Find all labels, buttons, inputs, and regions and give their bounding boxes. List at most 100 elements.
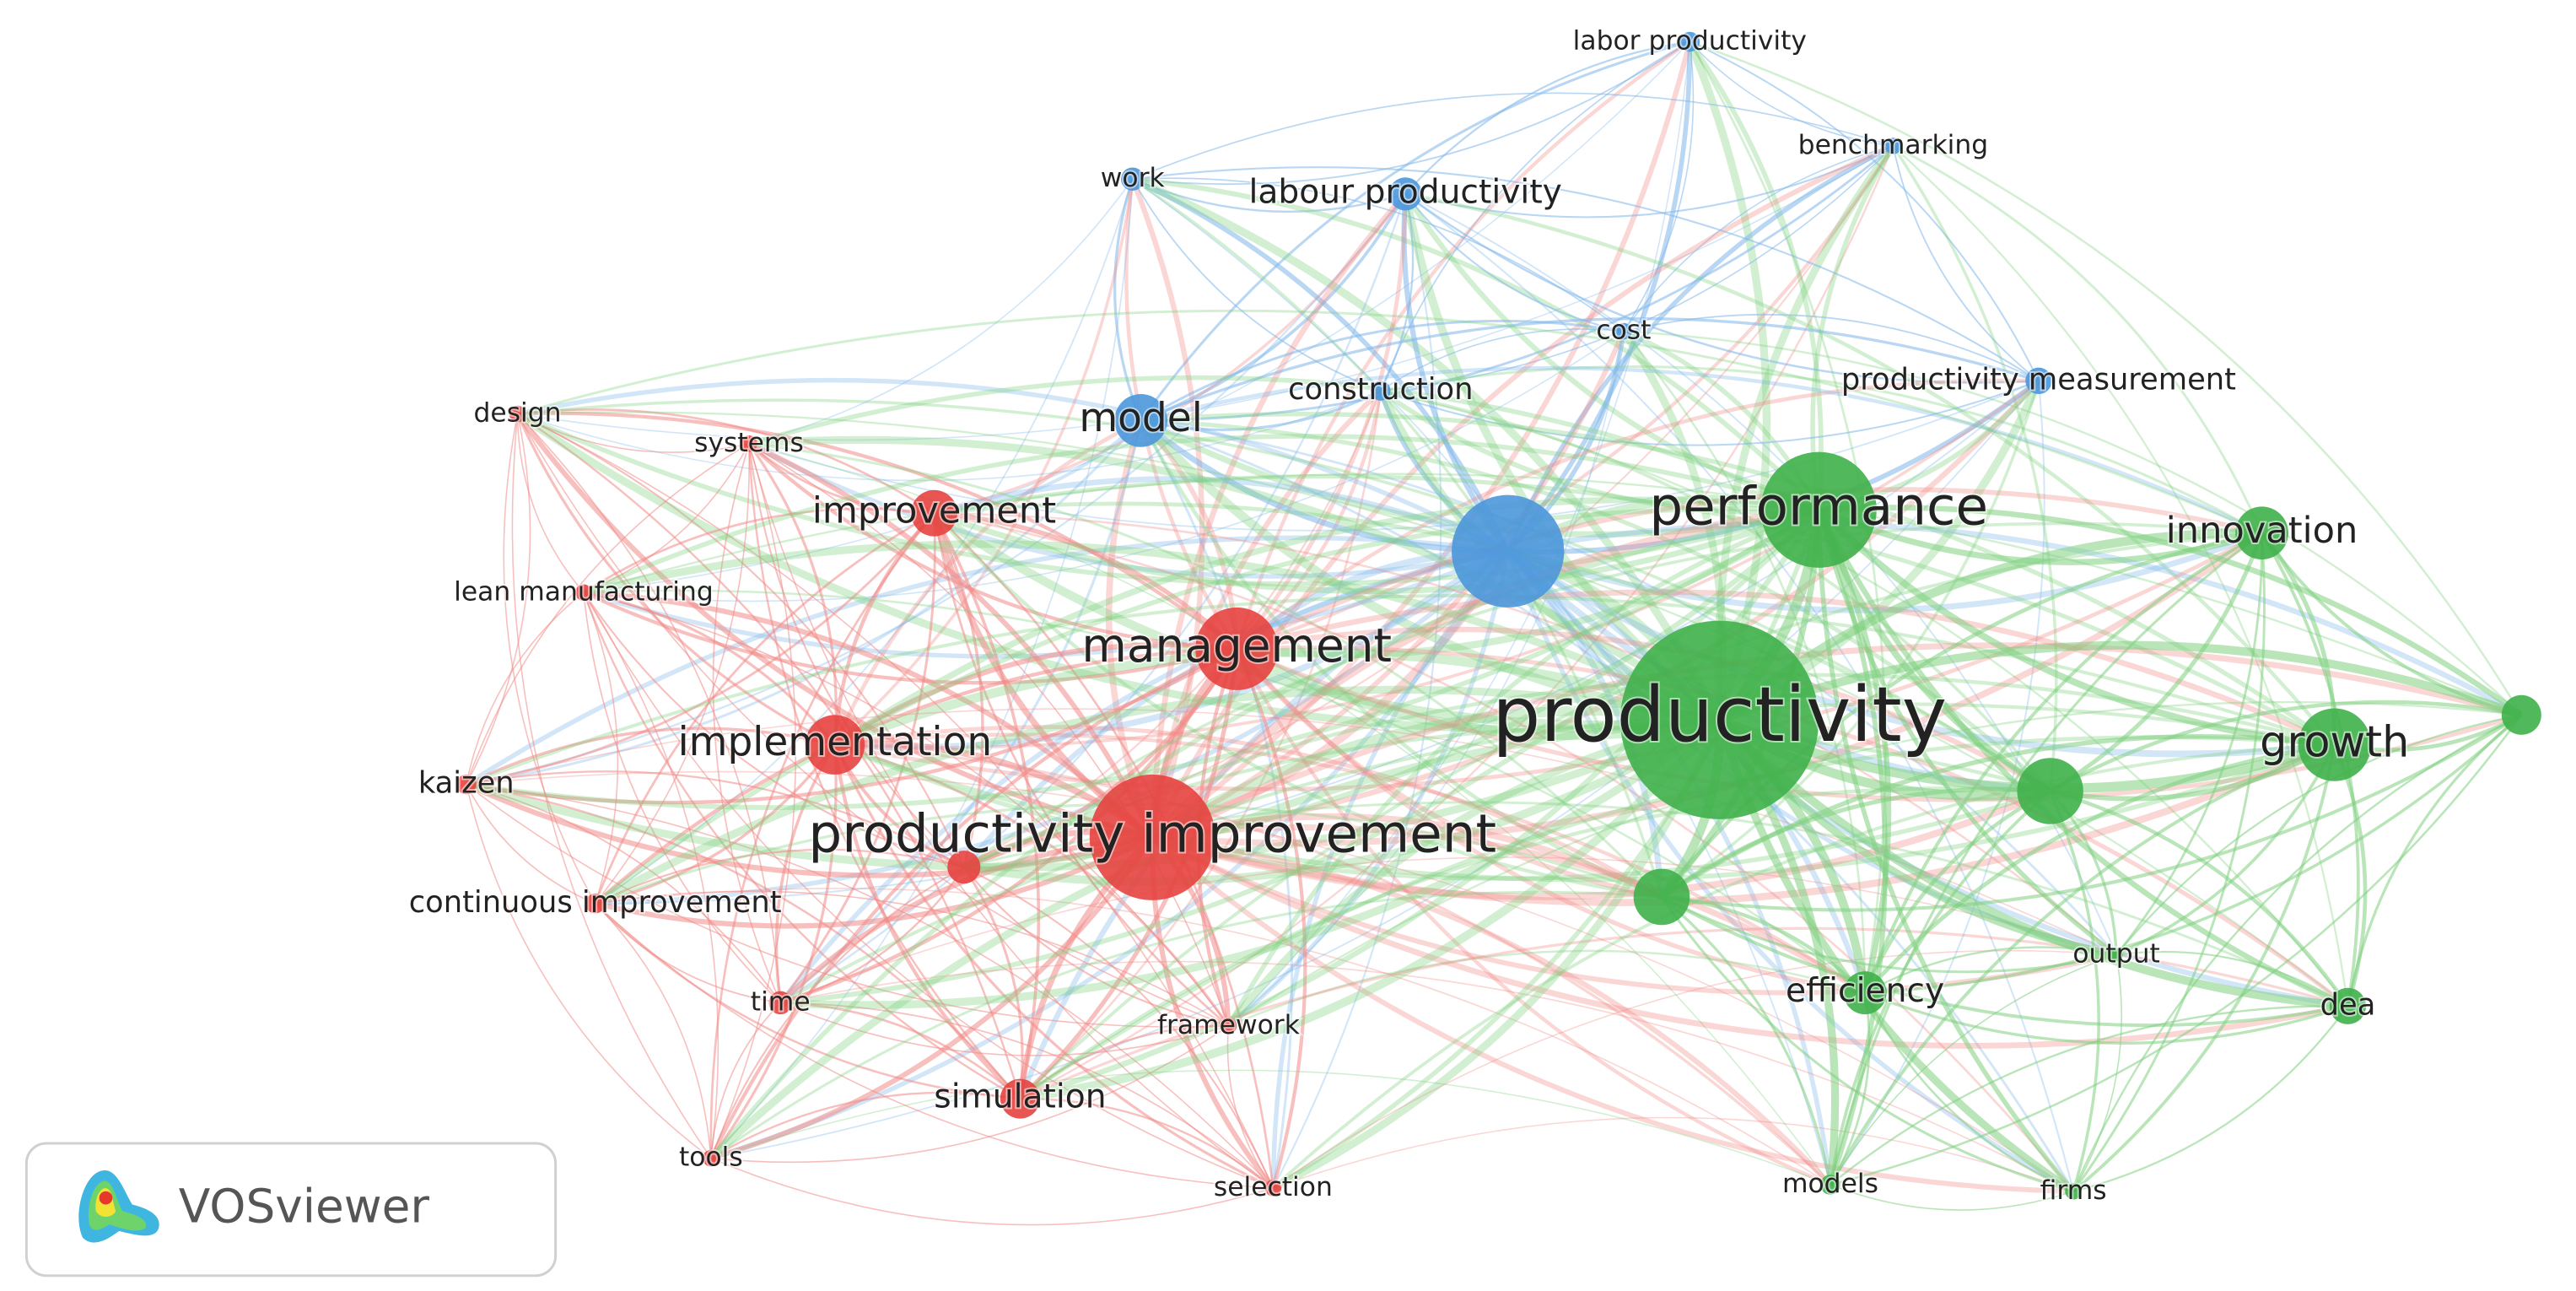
node-label: improvement	[812, 490, 1056, 532]
link	[466, 784, 712, 1159]
node	[703, 1149, 719, 1167]
link	[2115, 714, 2522, 956]
node	[2235, 506, 2288, 560]
link	[516, 413, 782, 1003]
link	[748, 443, 1230, 1027]
link	[583, 41, 1690, 594]
link	[1140, 412, 2336, 747]
link	[583, 591, 1237, 685]
link	[833, 419, 1142, 746]
link	[516, 413, 585, 593]
node	[1633, 868, 1690, 926]
link	[515, 412, 1153, 840]
link	[1403, 192, 1820, 513]
logo-box	[24, 1142, 558, 1277]
node-label: efficiency	[1786, 972, 1944, 1010]
link	[2049, 532, 2264, 793]
link	[778, 548, 1509, 1005]
link	[1661, 895, 2117, 974]
link	[466, 770, 965, 868]
link	[833, 743, 1275, 1190]
node-label: dea	[2320, 987, 2376, 1022]
link	[1506, 41, 1693, 554]
logo-icon	[78, 1169, 159, 1243]
link	[1149, 505, 1819, 840]
link	[466, 193, 1407, 786]
logo: VOSviewer	[24, 1142, 558, 1277]
link	[1235, 647, 1866, 996]
link	[1140, 192, 1407, 423]
link	[466, 594, 2336, 786]
link	[1151, 835, 2074, 1194]
node	[911, 489, 957, 537]
node-label: construction	[1288, 372, 1473, 407]
node-label: labour productivity	[1248, 173, 1561, 211]
link	[1379, 388, 1819, 515]
node-label: framework	[1157, 1010, 1301, 1040]
link	[1506, 550, 2075, 1194]
link	[834, 379, 2040, 749]
link	[834, 725, 1663, 899]
link	[1140, 365, 2263, 535]
node-label: design	[474, 398, 562, 429]
link	[593, 505, 1819, 906]
node	[1089, 774, 1215, 900]
node	[2501, 694, 2541, 735]
link	[1140, 41, 1690, 422]
link	[710, 890, 1663, 1159]
link	[780, 1002, 1274, 1189]
node-label: kaizen	[418, 766, 515, 801]
link	[583, 330, 1625, 602]
link	[1237, 646, 2350, 1008]
node	[1760, 451, 1877, 568]
link	[931, 509, 1721, 730]
link	[1139, 419, 1663, 899]
link	[583, 591, 1274, 1189]
link	[2049, 790, 2100, 1192]
node	[1220, 1018, 1237, 1034]
node	[456, 774, 477, 795]
link	[1273, 1116, 2074, 1192]
node-label: performance	[1649, 475, 1988, 537]
link	[517, 309, 2263, 535]
link	[933, 476, 1510, 554]
link	[1686, 40, 1770, 721]
link	[2050, 789, 2350, 1007]
link	[1689, 41, 2040, 381]
node-label: implementation	[678, 719, 993, 765]
node	[509, 405, 526, 423]
node-label: lean manufacturing	[454, 576, 714, 607]
link	[1227, 949, 1866, 1028]
link	[779, 513, 936, 1004]
link	[833, 496, 1819, 748]
link	[747, 443, 1021, 1099]
link	[709, 512, 935, 1159]
link	[582, 540, 1722, 724]
node-label: productivity	[1492, 671, 1947, 759]
link	[1380, 145, 1894, 392]
link	[779, 1002, 1229, 1056]
link	[466, 783, 781, 1003]
link	[1506, 143, 1894, 553]
link	[710, 1091, 1021, 1159]
link	[1830, 1005, 2348, 1186]
link	[1507, 521, 2523, 718]
link	[934, 510, 1239, 651]
link	[516, 413, 1229, 1027]
node-label: firms	[2040, 1175, 2107, 1206]
node	[805, 715, 865, 775]
link	[1151, 41, 1693, 840]
link	[932, 511, 1663, 899]
link	[1380, 365, 2263, 535]
link	[1132, 176, 1821, 512]
link	[1660, 786, 2051, 899]
node	[585, 894, 606, 914]
link	[1864, 946, 2117, 994]
link	[1830, 953, 2117, 1186]
link	[517, 145, 1894, 441]
link	[516, 377, 1509, 554]
node-label: labor productivity	[1573, 26, 1807, 57]
link	[1816, 507, 2336, 748]
link	[2115, 743, 2336, 957]
link	[583, 592, 781, 1004]
